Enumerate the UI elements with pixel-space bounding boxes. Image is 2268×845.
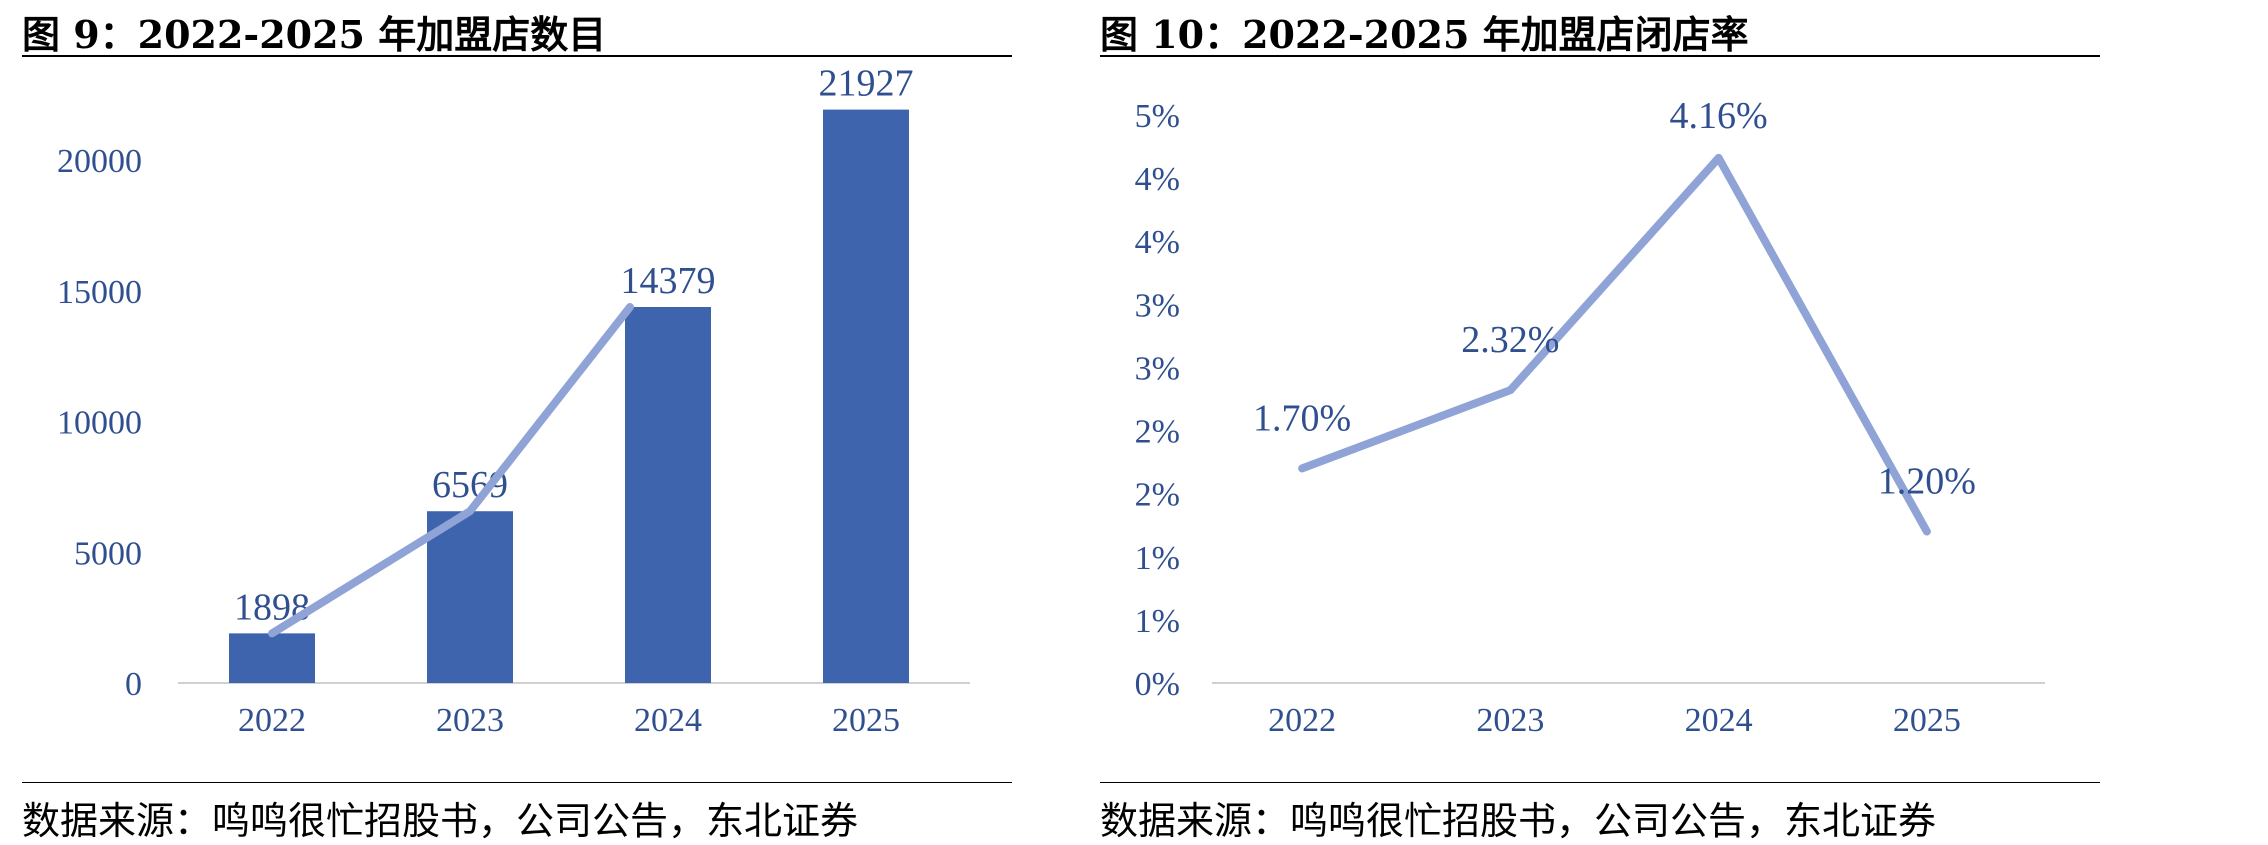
bar-2022 bbox=[229, 633, 315, 683]
trend-line bbox=[268, 302, 634, 638]
title-underline bbox=[22, 55, 1012, 57]
x-tick-label: 2025 bbox=[832, 702, 900, 739]
x-tick-label: 2024 bbox=[1685, 702, 1753, 739]
figure-title: 图 10：2022-2025 年加盟店闭店率 bbox=[1100, 12, 1749, 57]
data-label: 6569 bbox=[432, 464, 508, 506]
source-note: 数据来源：鸣鸣很忙招股书，公司公告，东北证券 bbox=[22, 799, 859, 843]
data-label: 4.16% bbox=[1670, 95, 1768, 137]
data-label: 2.32% bbox=[1461, 319, 1559, 361]
y-tick-label: 3% bbox=[1135, 287, 1180, 324]
y-tick-label: 5000 bbox=[74, 535, 142, 572]
y-tick-label: 1% bbox=[1135, 603, 1180, 640]
y-tick-label: 4% bbox=[1135, 224, 1180, 261]
y-tick-label: 15000 bbox=[57, 274, 142, 311]
data-label: 14379 bbox=[621, 260, 716, 302]
source-divider bbox=[1100, 782, 2100, 783]
bar-chart-franchise-stores: 0 5000 10000 15000 20000 2022 1898 2023 6569 2024… bbox=[57, 63, 970, 739]
y-tick-label: 4% bbox=[1135, 161, 1180, 198]
bar-2023 bbox=[427, 511, 513, 683]
figure-title: 图 9：2022-2025 年加盟店数目 bbox=[22, 12, 607, 57]
x-tick-label: 2022 bbox=[1268, 702, 1336, 739]
title-underline bbox=[1100, 55, 2100, 57]
x-tick-label: 2023 bbox=[436, 702, 504, 739]
y-tick-label: 2% bbox=[1135, 414, 1180, 451]
y-tick-label: 10000 bbox=[57, 405, 142, 442]
figure-9: 图 9：2022-2025 年加盟店数目 0 5000 10000 15000 2000… bbox=[0, 0, 1050, 845]
x-tick-label: 2023 bbox=[1476, 702, 1544, 739]
x-tick-label: 2025 bbox=[1893, 702, 1961, 739]
bar-2024 bbox=[625, 306, 711, 683]
data-label: 1898 bbox=[234, 586, 310, 628]
closure-rate-line bbox=[1298, 153, 1931, 536]
y-tick-label: 0 bbox=[125, 666, 142, 703]
x-tick-label: 2024 bbox=[634, 702, 702, 739]
y-tick-label: 2% bbox=[1135, 477, 1180, 514]
data-label: 1.70% bbox=[1253, 397, 1351, 439]
data-label: 1.20% bbox=[1878, 461, 1976, 503]
bar-2025 bbox=[823, 109, 909, 683]
y-tick-label: 3% bbox=[1135, 350, 1180, 387]
x-tick-label: 2022 bbox=[238, 702, 306, 739]
y-tick-label: 5% bbox=[1135, 98, 1180, 135]
source-divider bbox=[22, 782, 1012, 783]
line-chart-closure-rate: 0% 1% 1% 2% 2% 3% 3% 4% 4% 5% 2022 2023 2024 2025 1.70… bbox=[1135, 95, 2045, 739]
y-tick-label: 0% bbox=[1135, 666, 1180, 703]
data-label: 21927 bbox=[819, 63, 914, 105]
y-tick-label: 1% bbox=[1135, 540, 1180, 577]
source-note: 数据来源：鸣鸣很忙招股书，公司公告，东北证券 bbox=[1100, 799, 1937, 843]
y-tick-label: 20000 bbox=[57, 143, 142, 180]
figure-10: 图 10：2022-2025 年加盟店闭店率 0% 1% 1% 2% 2% 3% 3% 4% 4… bbox=[1100, 0, 2268, 845]
